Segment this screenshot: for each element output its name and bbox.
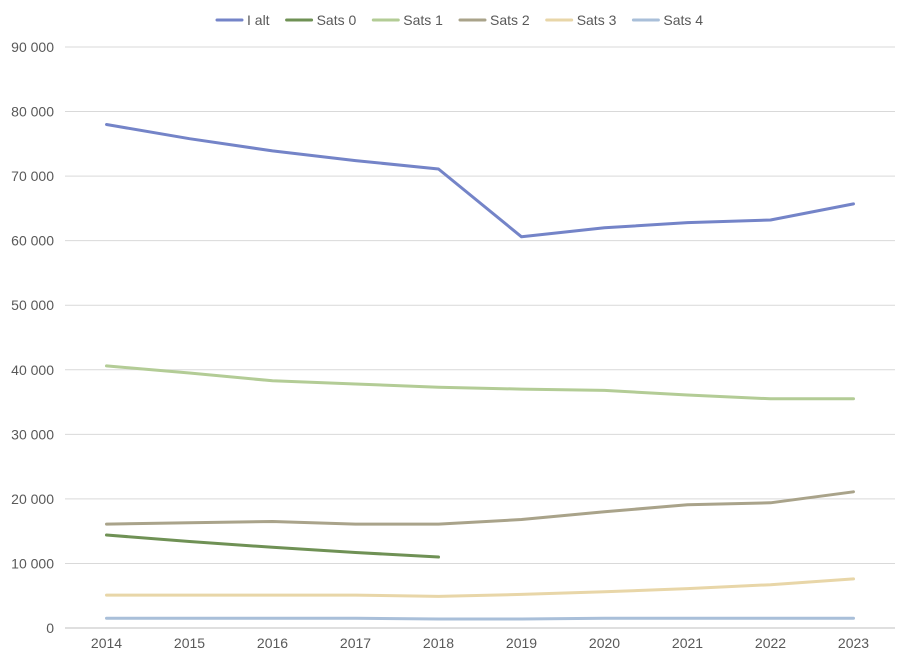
- legend-item-sats-3: Sats 3: [545, 12, 617, 28]
- x-tick-label: 2019: [506, 635, 537, 651]
- legend-label: I alt: [247, 12, 270, 28]
- y-tick-label: 20 000: [11, 491, 54, 507]
- series-lines: [105, 123, 855, 621]
- y-tick-label: 10 000: [11, 555, 54, 571]
- legend-item-sats-0: Sats 0: [285, 12, 357, 28]
- y-tick-label: 90 000: [11, 39, 54, 55]
- x-tick-label: 2016: [257, 635, 288, 651]
- x-tick-label: 2022: [755, 635, 786, 651]
- series-line-i-alt: [105, 123, 855, 239]
- legend: I alt Sats 0 Sats 1 Sats 2 Sats 3 Sats 4: [215, 12, 703, 28]
- legend-label: Sats 3: [577, 12, 617, 28]
- y-tick-label: 80 000: [11, 104, 54, 120]
- legend-item-i-alt: I alt: [215, 12, 270, 28]
- y-tick-label: 30 000: [11, 426, 54, 442]
- y-tick-label: 0: [46, 620, 54, 636]
- y-axis-tick-labels: 0 10 000 20 000 30 000 40 000 50 000 60 000 70 …: [11, 39, 54, 636]
- y-tick-label: 60 000: [11, 233, 54, 249]
- series-line-sats-4: [105, 616, 855, 621]
- legend-label: Sats 4: [663, 12, 703, 28]
- y-tick-label: 70 000: [11, 168, 54, 184]
- series-line-sats-3: [105, 577, 855, 598]
- x-tick-label: 2014: [91, 635, 122, 651]
- series-line-sats-2: [105, 490, 855, 526]
- y-tick-label: 50 000: [11, 297, 54, 313]
- x-tick-label: 2023: [838, 635, 869, 651]
- x-tick-label: 2018: [423, 635, 454, 651]
- x-tick-label: 2017: [340, 635, 371, 651]
- legend-label: Sats 1: [403, 12, 443, 28]
- x-tick-label: 2021: [672, 635, 703, 651]
- legend-item-sats-4: Sats 4: [631, 12, 703, 28]
- legend-item-sats-2: Sats 2: [458, 12, 530, 28]
- legend-label: Sats 2: [490, 12, 530, 28]
- gridlines: [65, 46, 895, 564]
- x-tick-label: 2020: [589, 635, 620, 651]
- y-tick-label: 40 000: [11, 362, 54, 378]
- series-line-sats-1: [105, 364, 855, 401]
- x-tick-label: 2015: [174, 635, 205, 651]
- series-line-sats-0: [105, 533, 440, 559]
- legend-label: Sats 0: [317, 12, 357, 28]
- legend-item-sats-1: Sats 1: [371, 12, 443, 28]
- x-axis-tick-labels: 2014 2015 2016 2017 2018 2019 2020 2021 2022 2023: [91, 635, 869, 651]
